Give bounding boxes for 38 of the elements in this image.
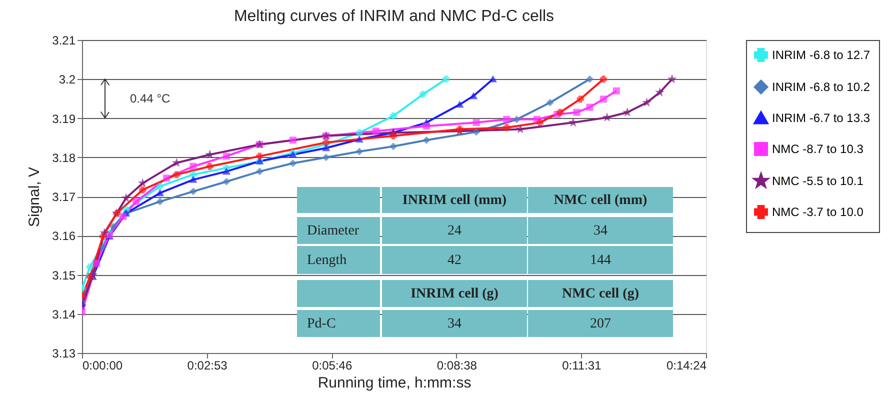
y-tick-label: 3.18 <box>52 150 76 165</box>
legend-label: NMC -8.7 to 10.3 <box>772 142 864 156</box>
legend-label: NMC -3.7 to 10.0 <box>772 205 864 219</box>
annotation: Diameter <box>307 224 360 238</box>
x-tick-label: 0:05:46 <box>312 358 352 372</box>
x-tick-label: 0:11:31 <box>562 358 602 372</box>
annotation: Pd-C <box>307 316 336 332</box>
chart-title: Melting curves of INRIM and NMC Pd-C cells <box>234 8 554 25</box>
annotation: 24 <box>448 224 462 238</box>
y-tick-label: 3.17 <box>52 190 76 204</box>
annotation: Length <box>307 253 347 268</box>
annotation: 34 <box>594 224 608 238</box>
annotation: 207 <box>590 316 611 332</box>
y-axis-title: Signal, V <box>26 166 44 228</box>
annotation: INRIM cell (g) <box>410 286 499 302</box>
x-tick-label: 0:14:24 <box>666 358 707 372</box>
x-tick-label: 0:08:38 <box>436 358 478 372</box>
annotation: 42 <box>448 253 462 268</box>
annotation: NMC cell (mm) <box>554 193 648 208</box>
y-tick-label: 3.16 <box>52 229 76 244</box>
annotation: NMC cell (g) <box>562 286 640 302</box>
x-axis-title: Running time, h:mm:ss <box>318 374 472 392</box>
y-tick-label: 3.14 <box>52 307 76 322</box>
legend-label: NMC -5.5 to 10.1 <box>772 174 864 188</box>
legend-label: INRIM -6.7 to 13.3 <box>772 111 870 125</box>
annotation: 0.44 °C <box>130 92 170 106</box>
legend-label: INRIM -6.8 to 10.2 <box>772 80 870 94</box>
annotation: 144 <box>590 253 611 268</box>
y-tick-label: 3.21 <box>52 34 76 48</box>
x-tick-label: 0:02:53 <box>187 358 228 372</box>
x-tick-label: 0:00:00 <box>82 358 123 372</box>
y-tick-label: 3.19 <box>52 112 76 126</box>
annotation: 34 <box>448 316 462 332</box>
y-tick-label: 3.2 <box>58 72 76 87</box>
legend-label: INRIM -6.8 to 12.7 <box>772 48 870 62</box>
y-tick-label: 3.13 <box>52 346 76 360</box>
y-tick-label: 3.15 <box>52 268 76 282</box>
annotation: INRIM cell (mm) <box>402 193 507 208</box>
